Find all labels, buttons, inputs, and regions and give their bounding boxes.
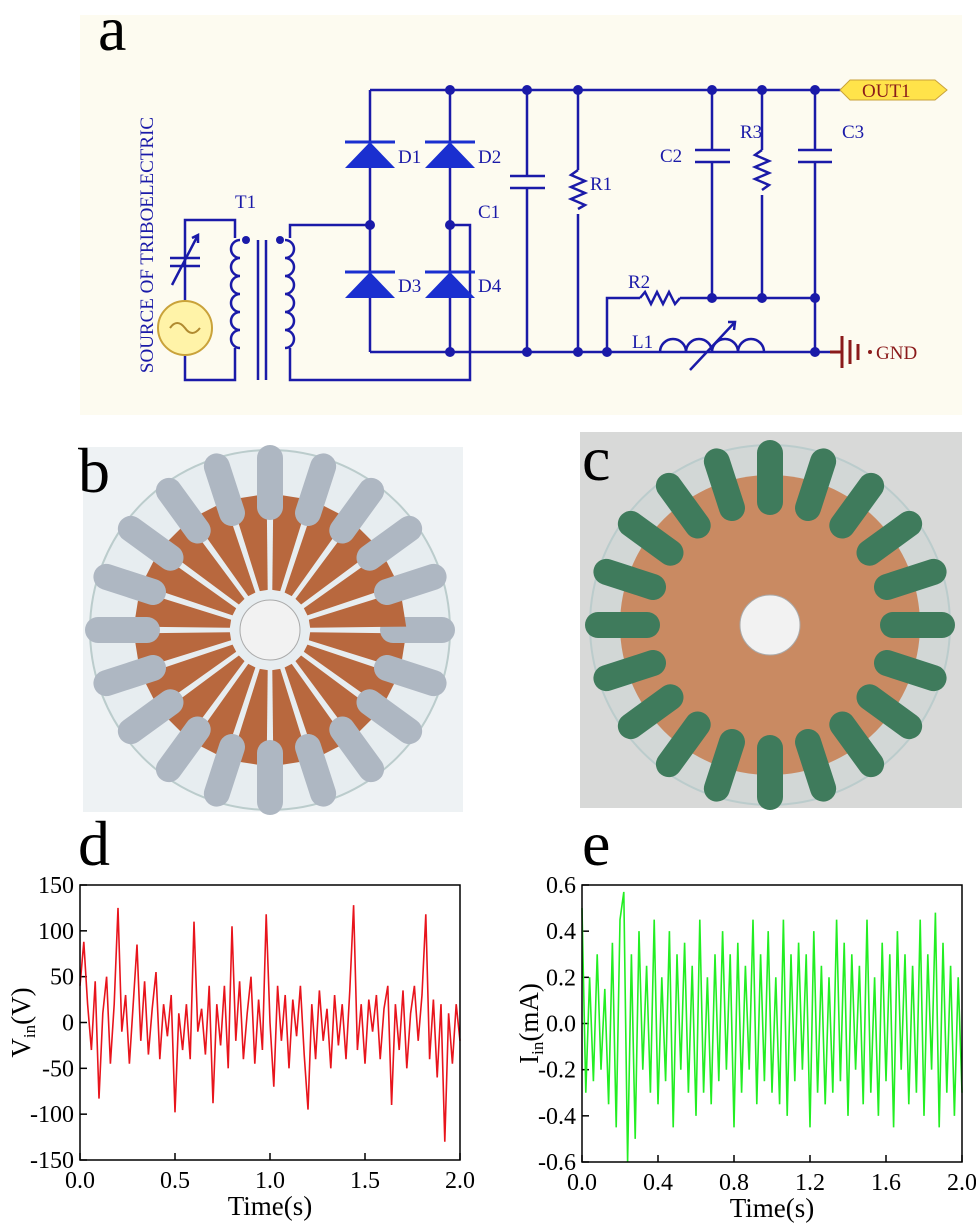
hub [740,595,800,655]
res-label: R1 [590,174,612,195]
plot-frame [582,885,962,1162]
cap-label: C3 [842,122,864,143]
x-tick-label: 0.5 [160,1168,190,1194]
spoke [585,612,660,638]
tab [257,740,283,815]
panel-label: c [582,423,610,494]
cap-label: C2 [660,146,682,167]
out-label: OUT1 [862,81,911,102]
x-tick-label: 2.0 [947,1170,976,1196]
y-tick-label: 0.6 [546,873,576,899]
diode-label: D3 [398,276,421,297]
tab [257,445,283,520]
y-label-main: I [514,1055,544,1064]
res-label: R3 [740,122,762,143]
tab [85,617,160,643]
spoke [757,735,783,810]
y-tick-label: 0.2 [546,965,576,991]
tab [585,612,660,638]
y-tick-label: -100 [30,1102,74,1128]
figure: SOURCE OF TRIBOELECTRIC T1 D1 D2 D3 D4 C… [0,0,976,1226]
ind-label: L1 [632,332,653,353]
x-tick-label: 0.4 [643,1170,673,1196]
photos [82,440,955,818]
t1-label: T1 [235,192,256,213]
panel-a-bg [80,15,962,415]
data-line [582,892,962,1162]
x-axis-label: Time(s) [228,1191,313,1221]
x-tick-label: 2.0 [445,1168,475,1194]
y-tick-label: 100 [38,919,74,945]
panel-label: d [78,808,110,879]
y-tick-label: -0.4 [538,1104,576,1130]
res-label: R2 [628,272,650,293]
x-axis-label: Time(s) [730,1193,815,1223]
y-tick-label: 50 [50,965,74,991]
spoke [757,440,783,515]
y-tick-label: 0.0 [546,1012,576,1038]
x-tick-label: 0.0 [65,1168,95,1194]
spoke [880,612,955,638]
y-tick-label: 150 [38,873,74,899]
diode-label: D1 [398,147,421,168]
x-tick-label: 0.0 [567,1170,597,1196]
tab [880,612,955,638]
x-tick-label: 1.5 [350,1168,380,1194]
y-tick-label: 0.4 [546,919,576,945]
diode-label: D4 [478,276,502,297]
cap-label: C1 [478,202,500,223]
data-line [80,905,460,1141]
y-axis-label: Iin(mA) [514,983,547,1064]
y-label-main: V [6,1038,36,1058]
tab [757,440,783,515]
tab [757,735,783,810]
diode-label: D2 [478,147,501,168]
y-axis-label: Vin(V) [6,987,39,1057]
hub [240,600,300,660]
panel-label: b [78,435,110,506]
x-tick-label: 1.6 [871,1170,901,1196]
y-tick-label: -50 [42,1056,74,1082]
y-label-sub: in [20,1024,39,1038]
y-label-sub: in [528,1041,547,1055]
y-label-unit: (V) [6,987,36,1024]
source-label: SOURCE OF TRIBOELECTRIC [137,117,158,373]
y-tick-label: 0 [62,1011,74,1037]
y-label-unit: (mA) [514,983,544,1041]
gnd-label: GND [876,343,917,364]
panel-label: e [582,808,610,879]
panel-label: a [98,0,126,64]
